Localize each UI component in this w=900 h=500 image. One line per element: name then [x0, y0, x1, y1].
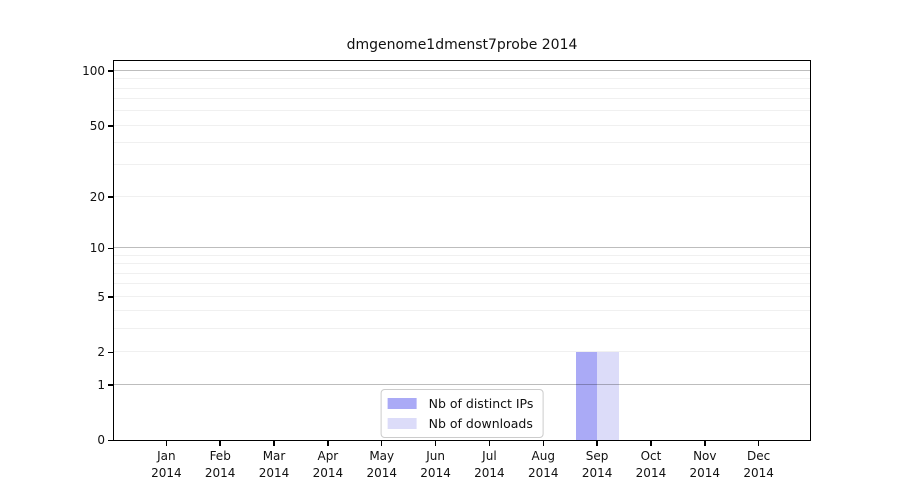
- legend-item-distinct-ips: Nb of distinct IPs: [387, 396, 534, 411]
- legend-label-distinct-ips: Nb of distinct IPs: [428, 396, 534, 411]
- x-tick-mark: [488, 440, 491, 446]
- legend: Nb of distinct IPs Nb of downloads: [380, 389, 544, 438]
- x-tick-label: Aug 2014: [527, 449, 559, 480]
- plot-area: Nb of distinct IPs Nb of downloads 0 1 2 5 1…: [82, 60, 811, 480]
- y-gridline-minor: [114, 195, 810, 197]
- y-tick-mark: [108, 247, 114, 250]
- y-tick-mark: [108, 439, 114, 441]
- y-gridline-minor: [114, 254, 810, 256]
- y-gridline-minor: [114, 351, 810, 353]
- x-tick-label: Dec 2014: [743, 449, 774, 480]
- bar-downloads: [597, 352, 619, 440]
- x-tick-mark: [380, 440, 383, 446]
- y-tick-label: 20: [89, 189, 105, 204]
- x-tick-label: Jul 2014: [474, 449, 505, 480]
- y-gridline-minor: [114, 87, 810, 89]
- y-tick-label: 2: [97, 345, 105, 360]
- y-tick-mark: [108, 351, 114, 354]
- y-gridline-minor: [114, 98, 810, 100]
- x-tick-label: Jan 2014: [151, 449, 182, 480]
- y-gridline-minor: [114, 78, 810, 80]
- y-gridline-minor: [114, 328, 810, 330]
- y-gridline-minor: [114, 310, 810, 312]
- y-tick-mark: [108, 70, 114, 72]
- legend-swatch-distinct-ips: [387, 398, 417, 409]
- y-gridline-minor: [114, 110, 810, 112]
- x-tick-label: Apr 2014: [312, 449, 344, 480]
- x-tick-label: May 2014: [366, 449, 397, 480]
- legend-swatch-downloads: [387, 418, 417, 429]
- x-tick-mark: [596, 440, 598, 446]
- x-tick-mark: [434, 440, 437, 446]
- y-tick-mark: [108, 125, 114, 127]
- y-tick-label: 5: [97, 289, 105, 304]
- x-tick-label: Jun 2014: [420, 449, 451, 480]
- x-tick-mark: [757, 440, 760, 446]
- y-gridline-minor: [114, 164, 810, 166]
- y-gridline-major: [114, 247, 810, 249]
- legend-label-downloads: Nb of downloads: [428, 416, 533, 431]
- y-gridline-minor: [114, 272, 810, 274]
- y-tick-label: 1: [97, 377, 105, 392]
- y-tick-label: 100: [82, 63, 105, 78]
- x-tick-mark: [165, 440, 168, 446]
- y-gridline-minor: [114, 124, 810, 126]
- y-gridline-minor: [114, 142, 810, 144]
- legend-item-downloads: Nb of downloads: [387, 416, 534, 431]
- x-tick-label: Nov 2014: [689, 449, 721, 480]
- x-tick-label: Sep 2014: [581, 449, 613, 480]
- x-tick-mark: [650, 440, 652, 446]
- y-gridline-minor: [114, 295, 810, 297]
- x-tick-label: Mar 2014: [258, 449, 290, 480]
- bar-distinct-ips: [575, 352, 598, 440]
- y-tick-label: 0: [97, 433, 105, 447]
- x-tick-mark: [542, 440, 545, 446]
- chart-title: dmgenome1dmenst7probe 2014: [346, 37, 578, 53]
- x-tick-label: Oct 2014: [635, 449, 667, 480]
- x-tick-mark: [219, 440, 221, 446]
- y-gridline-major: [114, 383, 810, 385]
- x-tick-mark: [327, 440, 329, 446]
- x-tick-label: Feb 2014: [204, 449, 236, 480]
- y-tick-mark: [108, 384, 114, 386]
- x-tick-mark: [704, 440, 706, 446]
- y-tick-label: 10: [89, 241, 105, 256]
- x-tick-mark: [273, 440, 275, 446]
- y-tick-label: 50: [89, 118, 105, 133]
- y-tick-mark: [108, 296, 114, 298]
- y-gridline-major: [114, 69, 810, 71]
- y-gridline-minor: [114, 283, 810, 285]
- y-tick-mark: [108, 196, 114, 198]
- y-gridline-minor: [114, 263, 810, 265]
